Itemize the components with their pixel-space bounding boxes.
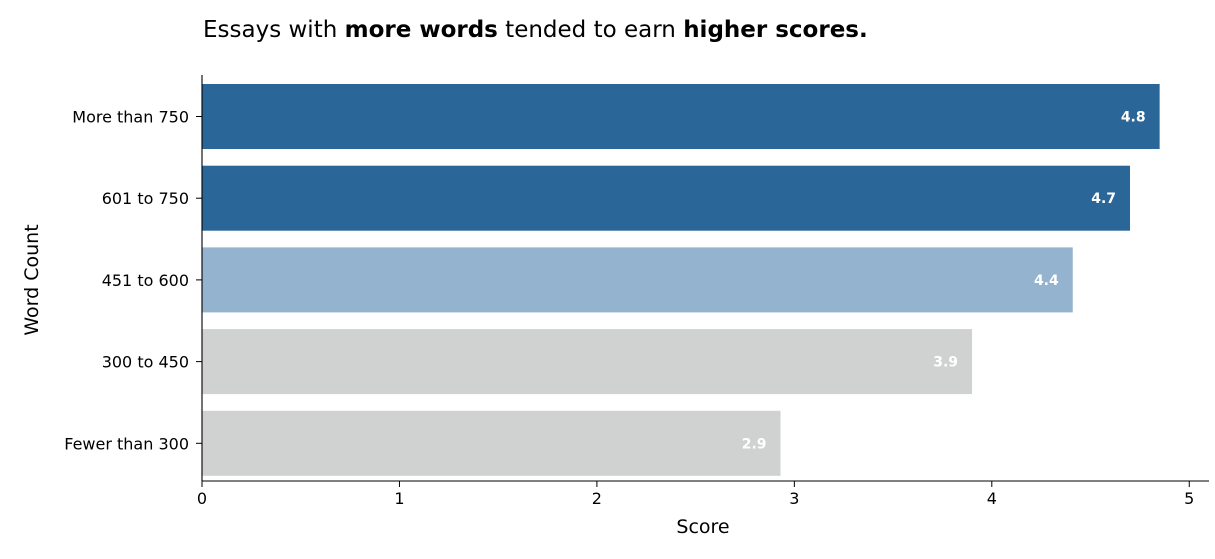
y-axis-label: Word Count — [21, 224, 43, 335]
x-axis-ticks: 0 1 2 3 4 5 — [197, 481, 1194, 508]
bar-value-label: 4.4 — [1034, 273, 1059, 289]
x-tick-label: 2 — [592, 489, 602, 508]
y-category-label: Fewer than 300 — [64, 434, 189, 453]
bar-value-label: 3.9 — [933, 355, 958, 371]
y-category-label: 300 to 450 — [102, 353, 189, 372]
y-category-label: More than 750 — [72, 108, 189, 127]
x-tick-label: 4 — [987, 489, 997, 508]
chart-title: Essays with more words tended to earn hi… — [203, 17, 868, 43]
bar — [202, 247, 1073, 313]
data-labels-group: 4.8 4.7 4.4 3.9 2.9 — [742, 110, 1146, 453]
x-tick-label: 1 — [394, 489, 404, 508]
x-axis-label: Score — [676, 516, 729, 538]
bar — [202, 165, 1131, 231]
x-tick-label: 5 — [1184, 489, 1194, 508]
bars-group — [202, 84, 1160, 476]
chart-title-part: more words — [345, 17, 498, 43]
y-category-labels: More than 750 601 to 750 451 to 600 300 to … — [64, 108, 202, 453]
chart-title-part: Essays with — [203, 17, 345, 43]
bar — [202, 329, 973, 395]
chart-title-part: higher scores. — [683, 17, 868, 43]
bar — [202, 84, 1160, 149]
x-tick-label: 3 — [789, 489, 799, 508]
chart-title-part: tended to earn — [498, 17, 683, 43]
y-category-label: 451 to 600 — [102, 271, 189, 290]
bar-value-label: 4.7 — [1091, 191, 1116, 207]
bar-value-label: 4.8 — [1121, 110, 1146, 126]
bar-value-label: 2.9 — [742, 436, 767, 452]
x-tick-label: 0 — [197, 489, 207, 508]
bar — [202, 410, 781, 476]
y-category-label: 601 to 750 — [102, 189, 189, 208]
